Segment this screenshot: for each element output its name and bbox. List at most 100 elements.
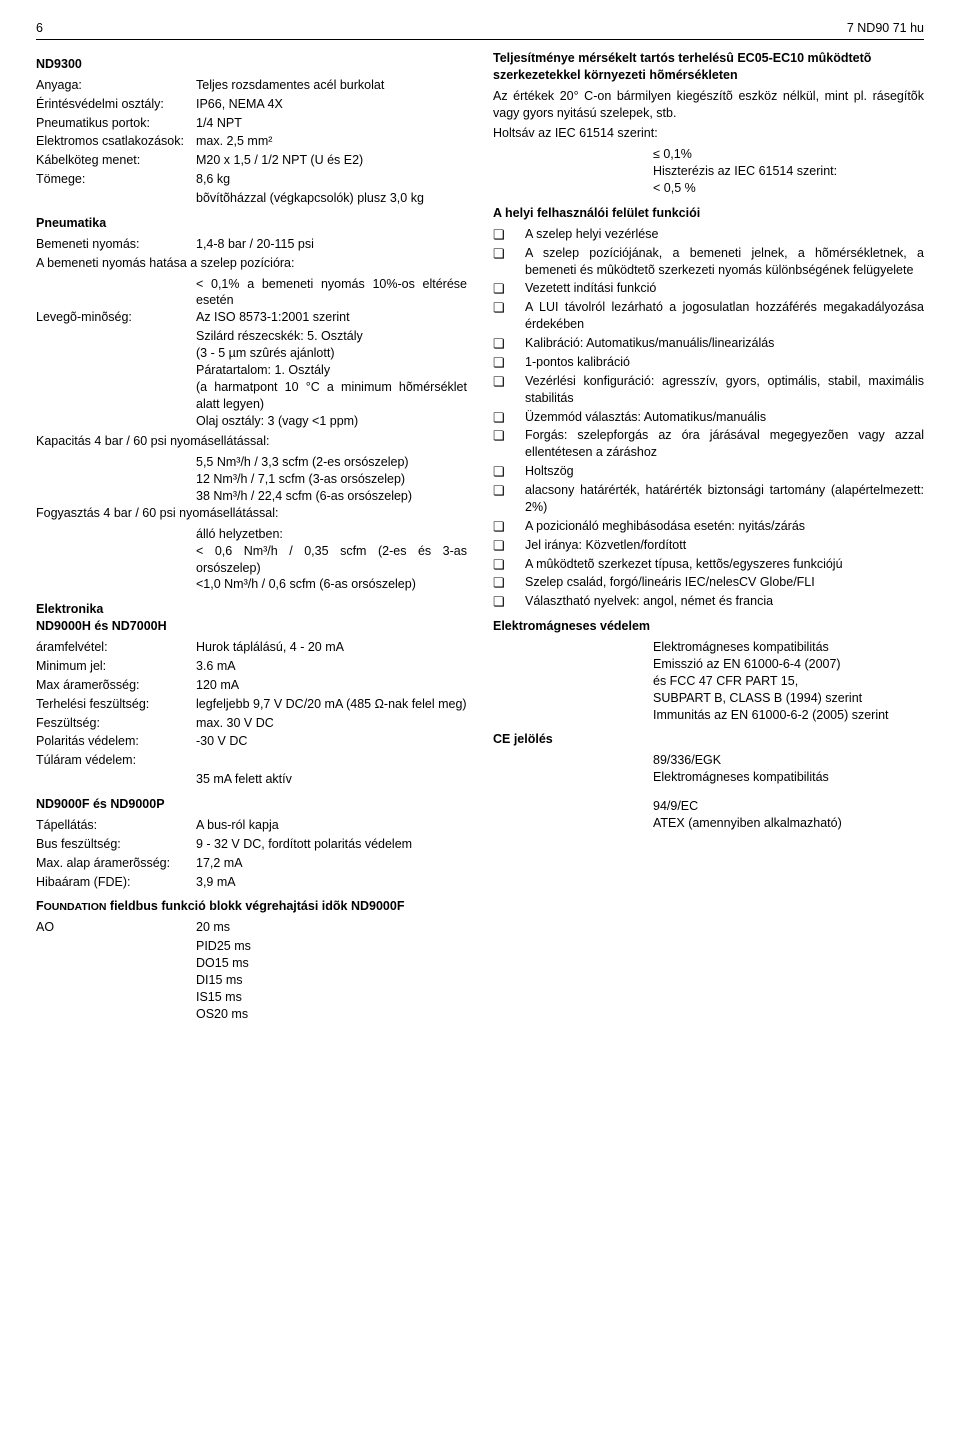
spec-value: max. 30 V DC [196, 715, 467, 732]
lui-item: A mûködtetõ szerkezet típusa, kettõs/egy… [493, 556, 924, 573]
levego-line: Olaj osztály: 3 (vagy <1 ppm) [36, 413, 467, 430]
lui-item: Választható nyelvek: angol, német és fra… [493, 593, 924, 610]
spec-label: Elektromos csatlakozások: [36, 133, 196, 150]
levego-line: Szilárd részecskék: 5. Osztály [36, 328, 467, 345]
page-header: 6 7 ND90 71 hu [36, 20, 924, 40]
fb-heading-pre: F [36, 899, 44, 913]
hist-val: < 0,5 % [493, 180, 924, 197]
spec-row: Túláram védelem: [36, 752, 467, 769]
indented-value: DO15 ms [36, 955, 467, 972]
spec-label: Túláram védelem: [36, 752, 196, 769]
spec-value: 8,6 kg [196, 171, 467, 188]
spec-value: 3.6 mA [196, 658, 467, 675]
lui-item: A szelep helyi vezérlése [493, 226, 924, 243]
spec-label: Érintésvédelmi osztály: [36, 96, 196, 113]
spec-label: Anyaga: [36, 77, 196, 94]
spec-label: Bemeneti nyomás: [36, 236, 196, 253]
indented-value: PID25 ms [36, 938, 467, 955]
spec-value: 1/4 NPT [196, 115, 467, 132]
spec-row: Bemeneti nyomás:1,4-8 bar / 20-115 psi [36, 236, 467, 253]
indented-value: és FCC 47 CFR PART 15, [493, 673, 924, 690]
levego-val: Az ISO 8573-1:2001 szerint [196, 309, 467, 326]
spec-label: Kábelköteg menet: [36, 152, 196, 169]
spec-row: AO20 ms [36, 919, 467, 936]
lui-item: A pozicionáló meghibásodása esetén: nyit… [493, 518, 924, 535]
elektronika-heading: Elektronika [36, 601, 467, 618]
lui-item: A LUI távolról lezárható a jogosulatlan … [493, 299, 924, 333]
fb-heading: FOUNDATION fieldbus funkció blokk végreh… [36, 898, 467, 915]
model-heading: ND9300 [36, 56, 467, 73]
spec-value: IP66, NEMA 4X [196, 96, 467, 113]
doc-id: 7 ND90 71 hu [847, 20, 924, 37]
spec-label: Bus feszültség: [36, 836, 196, 853]
indented-value: 38 Nm³/h / 22,4 scfm (6-as orsószelep) [36, 488, 467, 505]
spec-value: M20 x 1,5 / 1/2 NPT (U és E2) [196, 152, 467, 169]
pneumatika-heading: Pneumatika [36, 215, 467, 232]
lui-item: A szelep pozíciójának, a bemeneti jelnek… [493, 245, 924, 279]
lui-item: Üzemmód választás: Automatikus/manuális [493, 409, 924, 426]
content-columns: ND9300 Anyaga:Teljes rozsdamentes acél b… [36, 50, 924, 1023]
lui-heading: A helyi felhasználói felület funkciói [493, 205, 924, 222]
indented-value: 94/9/EC [493, 798, 924, 815]
indented-value: SUBPART B, CLASS B (1994) szerint [493, 690, 924, 707]
indented-value: <1,0 Nm³/h / 0,6 scfm (6-as orsószelep) [36, 576, 467, 593]
perf-heading: Teljesítménye mérsékelt tartós terhelésû… [493, 50, 924, 84]
levego-line: (a harmatpont 10 °C a minimum hõmérsékle… [36, 379, 467, 413]
spec-row: Érintésvédelmi osztály:IP66, NEMA 4X [36, 96, 467, 113]
holtsav-val: ≤ 0,1% [493, 146, 924, 163]
spec-label: Tápellátás: [36, 817, 196, 834]
pneumatika-para1-label: A bemeneti nyomás hatása a szelep pozíci… [36, 255, 467, 272]
spec-label: Minimum jel: [36, 658, 196, 675]
spec-row: áramfelvétel:Hurok táplálású, 4 - 20 mA [36, 639, 467, 656]
indented-value: OS20 ms [36, 1006, 467, 1023]
spec-row: Minimum jel:3.6 mA [36, 658, 467, 675]
spec-value: 1,4-8 bar / 20-115 psi [196, 236, 467, 253]
indented-value: 12 Nm³/h / 7,1 scfm (3-as orsószelep) [36, 471, 467, 488]
left-column: ND9300 Anyaga:Teljes rozsdamentes acél b… [36, 50, 467, 1023]
indented-value: Elektromágneses kompatibilitás [493, 769, 924, 786]
spec-row: Polaritás védelem:-30 V DC [36, 733, 467, 750]
lui-item: Holtszög [493, 463, 924, 480]
fogyasztas-label: Fogyasztás 4 bar / 60 psi nyomásellátáss… [36, 505, 467, 522]
spec-label: AO [36, 919, 196, 936]
group1-extra: 35 mA felett aktív [36, 771, 467, 788]
spec-value: max. 2,5 mm² [196, 133, 467, 150]
indented-value: ATEX (amennyiben alkalmazható) [493, 815, 924, 832]
spec-label: áramfelvétel: [36, 639, 196, 656]
spec-row: Tömege:8,6 kg [36, 171, 467, 188]
spec-row: Feszültség:max. 30 V DC [36, 715, 467, 732]
spec-label: Tömege: [36, 171, 196, 188]
spec-value: 20 ms [196, 919, 467, 936]
indented-value: Emisszió az EN 61000-6-4 (2007) [493, 656, 924, 673]
lui-item: alacsony határérték, határérték biztonsá… [493, 482, 924, 516]
spec-row: Tápellátás:A bus-ról kapja [36, 817, 467, 834]
spec-row: Anyaga:Teljes rozsdamentes acél burkolat [36, 77, 467, 94]
lui-item: Vezérlési konfiguráció: agresszív, gyors… [493, 373, 924, 407]
spec-extra: bõvítõházzal (végkapcsolók) plusz 3,0 kg [36, 190, 467, 207]
spec-row: Pneumatikus portok:1/4 NPT [36, 115, 467, 132]
pneumatika-para1-val: < 0,1% a bemeneti nyomás 10%-os eltérése… [36, 276, 467, 310]
spec-label: Terhelési feszültség: [36, 696, 196, 713]
spec-value: legfeljebb 9,7 V DC/20 mA (485 Ω-nak fel… [196, 696, 467, 713]
holtsav-line: Holtsáv az IEC 61514 szerint: [493, 125, 924, 142]
spec-value: 17,2 mA [196, 855, 467, 872]
spec-value: 120 mA [196, 677, 467, 694]
spec-label: Max áramerõsség: [36, 677, 196, 694]
lui-list: A szelep helyi vezérlése A szelep pozíció… [493, 226, 924, 610]
perf-para: Az értékek 20° C-on bármilyen kiegészítõ… [493, 88, 924, 122]
indented-value: 89/336/EGK [493, 752, 924, 769]
lui-item: Kalibráció: Automatikus/manuális/lineari… [493, 335, 924, 352]
lui-item: Jel iránya: Közvetlen/fordított [493, 537, 924, 554]
levego-line: Páratartalom: 1. Osztály [36, 362, 467, 379]
spec-value [196, 752, 467, 769]
spec-row: Elektromos csatlakozások:max. 2,5 mm² [36, 133, 467, 150]
hist-line: Hiszterézis az IEC 61514 szerint: [493, 163, 924, 180]
levego-label: Levegõ-minõség: [36, 309, 196, 326]
spec-label: Feszültség: [36, 715, 196, 732]
lui-item: 1-pontos kalibráció [493, 354, 924, 371]
spec-row: Max. alap áramerõsség:17,2 mA [36, 855, 467, 872]
indented-value: < 0,6 Nm³/h / 0,35 scfm (2-es és 3-as or… [36, 543, 467, 577]
lui-item: Vezetett indítási funkció [493, 280, 924, 297]
spec-row: Bus feszültség:9 - 32 V DC, fordított po… [36, 836, 467, 853]
indented-value: 5,5 Nm³/h / 3,3 scfm (2-es orsószelep) [36, 454, 467, 471]
